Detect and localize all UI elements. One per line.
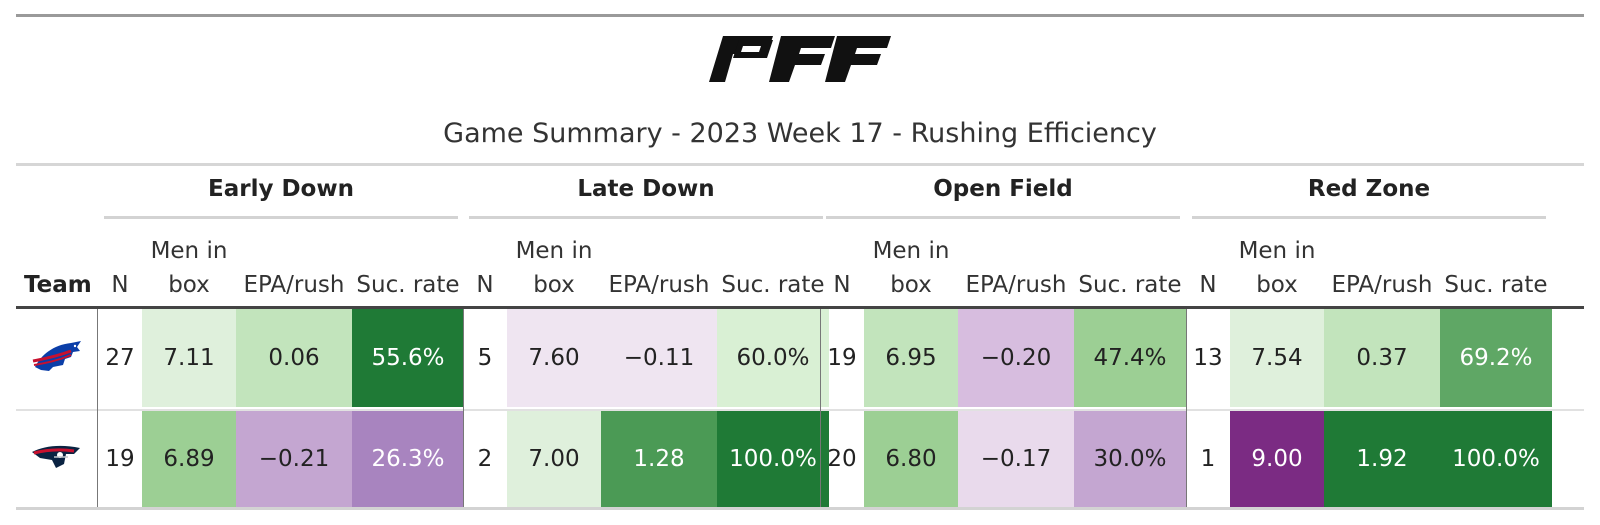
buffalo-bills-logo-icon xyxy=(31,337,83,379)
table-cell: 20 xyxy=(827,446,857,472)
table-cell: 0.06 xyxy=(236,309,352,407)
column-label: Suc. rate xyxy=(721,272,825,298)
column-divider xyxy=(463,309,464,507)
table-cell: 60.0% xyxy=(717,309,829,407)
table-cell: −0.17 xyxy=(958,411,1074,507)
bottom-rule xyxy=(16,507,1584,510)
team-logo xyxy=(16,411,98,507)
group-underline-red-zone xyxy=(1192,216,1546,219)
column-label: N xyxy=(476,272,494,298)
table-cell: 13 xyxy=(1193,345,1223,371)
table-cell: 6.89 xyxy=(142,411,236,507)
table-cell: −0.20 xyxy=(958,309,1074,407)
column-divider xyxy=(1186,309,1187,507)
column-header-red-zone-epa: EPA/rush xyxy=(1324,232,1440,302)
column-header-open-field-success: Suc. rate xyxy=(1074,232,1186,302)
table-cell: −0.21 xyxy=(236,411,352,507)
table-cell: 55.6% xyxy=(352,309,464,407)
row-separator xyxy=(16,409,1584,411)
group-underline-late-down xyxy=(469,216,823,219)
table-cell: 1.28 xyxy=(601,411,717,507)
table-cell: 7.54 xyxy=(1230,309,1324,407)
table-cell: 7.00 xyxy=(507,411,601,507)
column-label: EPA/rush xyxy=(608,272,710,298)
top-rule xyxy=(16,14,1584,17)
column-header-open-field-n: N xyxy=(820,232,864,302)
table-cell: 27 xyxy=(105,345,135,371)
table-cell: 26.3% xyxy=(352,411,464,507)
table-cell: 6.80 xyxy=(864,411,958,507)
column-header-red-zone-n: N xyxy=(1186,232,1230,302)
table-cell: 30.0% xyxy=(1074,411,1186,507)
column-header-late-down-epa: EPA/rush xyxy=(601,232,717,302)
men-in-box-label-line2: box xyxy=(168,272,210,298)
men-in-box-label-line2: box xyxy=(1256,272,1298,298)
table-cell: 7.11 xyxy=(142,309,236,407)
column-label: N xyxy=(1199,272,1217,298)
group-underline-open-field xyxy=(826,216,1180,219)
table-cell: 2 xyxy=(477,446,493,472)
column-header-early-down-success: Suc. rate xyxy=(352,232,464,302)
team-logo xyxy=(16,309,98,407)
men-in-box-label-line2: box xyxy=(533,272,575,298)
group-underline-early-down xyxy=(104,216,458,219)
column-header-early-down-men: Men in box xyxy=(142,232,236,302)
column-header-late-down-success: Suc. rate xyxy=(717,232,829,302)
men-in-box-label-line2: box xyxy=(890,272,932,298)
new-england-patriots-logo-icon xyxy=(30,442,84,476)
table-cell: −0.11 xyxy=(601,309,717,407)
table-cell: 47.4% xyxy=(1074,309,1186,407)
men-in-box-label-line1: Men in xyxy=(515,238,593,264)
column-label: N xyxy=(833,272,851,298)
men-in-box-label-line1: Men in xyxy=(150,238,228,264)
group-header-open-field: Open Field xyxy=(933,176,1073,202)
column-header-early-down-epa: EPA/rush xyxy=(236,232,352,302)
table-cell: 1.92 xyxy=(1324,411,1440,507)
column-header-open-field-epa: EPA/rush xyxy=(958,232,1074,302)
table-cell: 5 xyxy=(477,345,493,371)
table-cell: 19 xyxy=(827,345,857,371)
column-label: EPA/rush xyxy=(965,272,1067,298)
table-cell: 1 xyxy=(1200,446,1216,472)
column-header-team: Team xyxy=(24,272,92,298)
group-header-late-down: Late Down xyxy=(577,176,715,202)
column-header-red-zone-success: Suc. rate xyxy=(1440,232,1552,302)
header-rule xyxy=(16,306,1584,309)
group-header-red-zone: Red Zone xyxy=(1307,176,1431,202)
column-label: Suc. rate xyxy=(1078,272,1182,298)
title-rule xyxy=(16,163,1584,166)
column-header-early-down-n: N xyxy=(98,232,142,302)
table-subtitle: Game Summary - 2023 Week 17 - Rushing Ef… xyxy=(443,118,1157,149)
table-cell: 7.60 xyxy=(507,309,601,407)
table-cell: 6.95 xyxy=(864,309,958,407)
table-cell: 69.2% xyxy=(1440,309,1552,407)
column-header-open-field-men: Men in box xyxy=(864,232,958,302)
column-label: Suc. rate xyxy=(356,272,460,298)
men-in-box-label-line1: Men in xyxy=(1238,238,1316,264)
table-cell: 100.0% xyxy=(717,411,829,507)
column-header-late-down-n: N xyxy=(463,232,507,302)
table-cell: 0.37 xyxy=(1324,309,1440,407)
column-label: EPA/rush xyxy=(1331,272,1433,298)
column-label: EPA/rush xyxy=(243,272,345,298)
table-cell: 19 xyxy=(105,446,135,472)
column-divider xyxy=(97,309,98,507)
table-cell: 9.00 xyxy=(1230,411,1324,507)
pff-logo xyxy=(709,36,891,82)
men-in-box-label-line1: Men in xyxy=(872,238,950,264)
column-label: Suc. rate xyxy=(1444,272,1548,298)
group-header-early-down: Early Down xyxy=(208,176,354,202)
column-header-red-zone-men: Men in box xyxy=(1230,232,1324,302)
column-header-late-down-men: Men in box xyxy=(507,232,601,302)
table-cell: 100.0% xyxy=(1440,411,1552,507)
column-label: N xyxy=(111,272,129,298)
column-divider xyxy=(820,309,821,507)
